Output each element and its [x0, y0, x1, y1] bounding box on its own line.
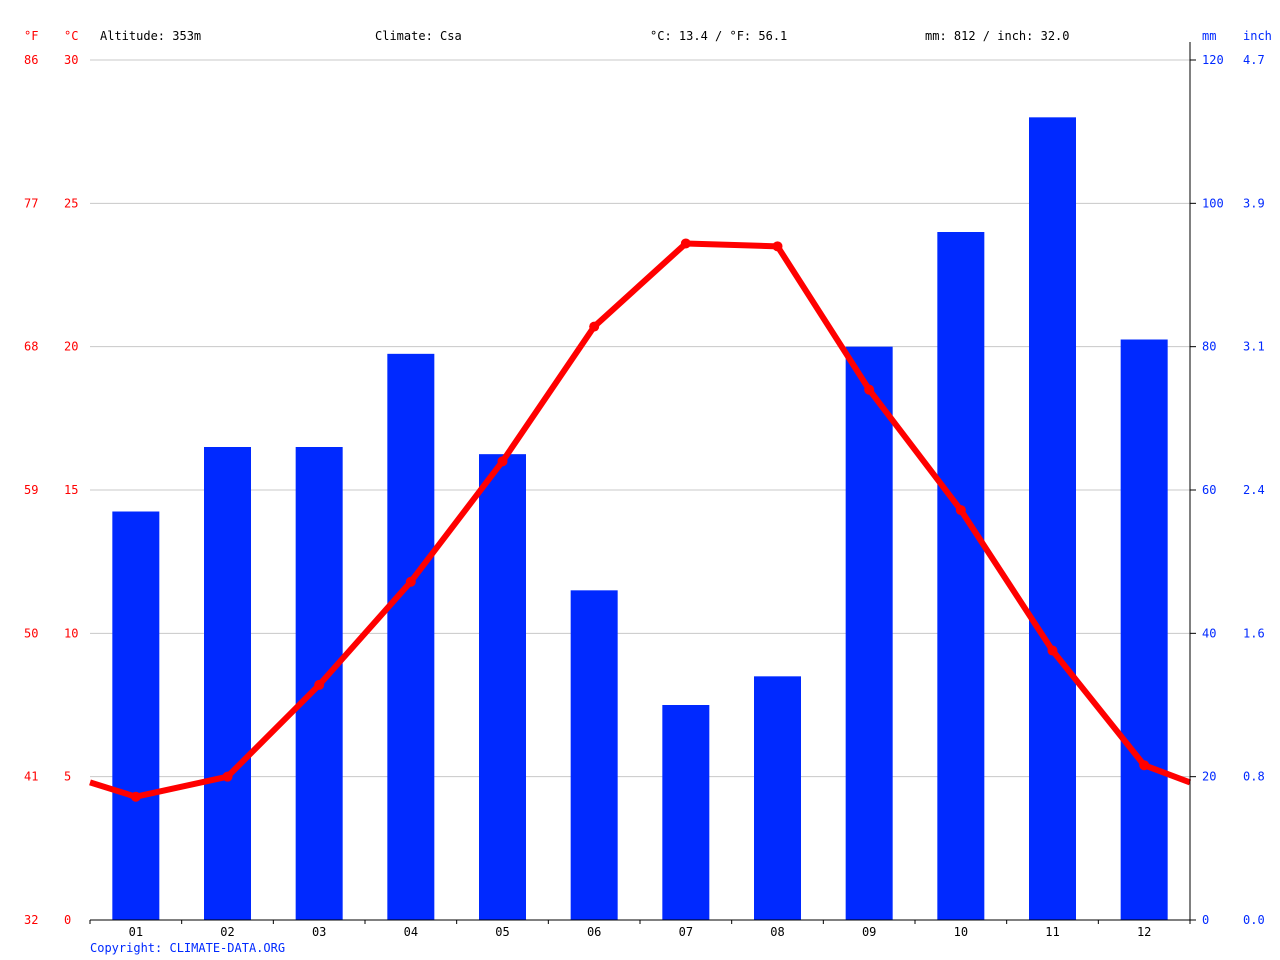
temperature-point: [1139, 760, 1150, 771]
celsius-tick-label: 25: [64, 196, 78, 210]
celsius-tick-label: 10: [64, 626, 78, 640]
left-axis-ticks: 86 30 77 25 68 20 59 15 50 10 41 5 32 0: [24, 53, 78, 927]
precipitation-bar: [112, 511, 160, 920]
fahrenheit-tick-label: 77: [24, 196, 38, 210]
fahrenheit-tick-label: 59: [24, 483, 38, 497]
mm-tick-label: 60: [1202, 483, 1216, 497]
fahrenheit-tick-label: 50: [24, 626, 38, 640]
month-label: 12: [1137, 925, 1151, 939]
precipitation-bars: [112, 117, 1168, 921]
altitude-label: Altitude: 353m: [100, 29, 201, 43]
inch-tick-label: 3.1: [1243, 340, 1265, 354]
climate-label: Climate: Csa: [375, 29, 462, 43]
month-label: 07: [679, 925, 693, 939]
month-label: 10: [954, 925, 968, 939]
temperature-point: [680, 238, 691, 249]
temperature-point: [497, 456, 508, 467]
inch-unit-label: inch: [1243, 29, 1272, 43]
x-axis-ticks: 01 02 03 04 05 06 07 08 09 10 11 12: [89, 920, 1191, 939]
temperature-point: [772, 241, 783, 252]
fahrenheit-tick-label: 41: [24, 770, 38, 784]
precipitation-bar: [937, 232, 985, 920]
precipitation-bar: [845, 346, 893, 921]
precipitation-bar: [204, 447, 251, 920]
month-label: 06: [587, 925, 601, 939]
precipitation-bar: [662, 705, 710, 920]
temperature-point: [222, 771, 233, 782]
temperature-point: [314, 679, 325, 690]
fahrenheit-unit-label: °F: [24, 29, 38, 43]
precipitation-bar: [754, 676, 801, 920]
mm-tick-label: 0: [1202, 913, 1209, 927]
celsius-tick-label: 20: [64, 340, 78, 354]
inch-tick-label: 1.6: [1243, 626, 1265, 640]
mm-tick-label: 40: [1202, 626, 1216, 640]
temperature-line: [89, 238, 1192, 802]
mm-unit-label: mm: [1202, 29, 1216, 43]
total-precipitation-label: mm: 812 / inch: 32.0: [925, 29, 1070, 43]
copyright-label: Copyright: CLIMATE-DATA.ORG: [90, 941, 285, 955]
month-label: 03: [312, 925, 326, 939]
mm-tick-label: 20: [1202, 770, 1216, 784]
temperature-point: [589, 321, 600, 332]
celsius-tick-label: 5: [64, 770, 71, 784]
temperature-line-path: [89, 240, 1192, 800]
temperature-point: [1047, 645, 1058, 656]
precipitation-bar: [570, 590, 618, 920]
month-label: 11: [1045, 925, 1059, 939]
fahrenheit-tick-label: 68: [24, 340, 38, 354]
avg-temperature-label: °C: 13.4 / °F: 56.1: [650, 29, 787, 43]
temperature-point: [405, 576, 416, 587]
right-axis-ticks: 120 4.7 100 3.9 80 3.1 60 2.4 40 1.6 20 0.8 0 0.0: [1190, 53, 1265, 927]
mm-tick-label: 100: [1202, 196, 1224, 210]
precipitation-bar: [387, 353, 435, 920]
month-label: 01: [129, 925, 143, 939]
precipitation-bar: [479, 454, 526, 920]
celsius-tick-label: 0: [64, 913, 71, 927]
month-label: 04: [404, 925, 418, 939]
temperature-point: [864, 384, 875, 395]
month-label: 08: [770, 925, 784, 939]
celsius-tick-label: 30: [64, 53, 78, 67]
mm-tick-label: 80: [1202, 340, 1216, 354]
fahrenheit-tick-label: 32: [24, 913, 38, 927]
month-label: 09: [862, 925, 876, 939]
month-label: 05: [495, 925, 509, 939]
inch-tick-label: 0.0: [1243, 913, 1265, 927]
fahrenheit-tick-label: 86: [24, 53, 38, 67]
inch-tick-label: 0.8: [1243, 770, 1265, 784]
month-label: 02: [220, 925, 234, 939]
celsius-tick-label: 15: [64, 483, 78, 497]
inch-tick-label: 4.7: [1243, 53, 1265, 67]
inch-tick-label: 3.9: [1243, 196, 1265, 210]
grid-lines: [90, 59, 1190, 778]
inch-tick-label: 2.4: [1243, 483, 1265, 497]
temperature-point: [130, 791, 141, 802]
celsius-unit-label: °C: [64, 29, 78, 43]
precipitation-bar: [1029, 117, 1076, 921]
precipitation-bar: [1120, 339, 1168, 920]
temperature-point: [955, 505, 966, 516]
mm-tick-label: 120: [1202, 53, 1224, 67]
